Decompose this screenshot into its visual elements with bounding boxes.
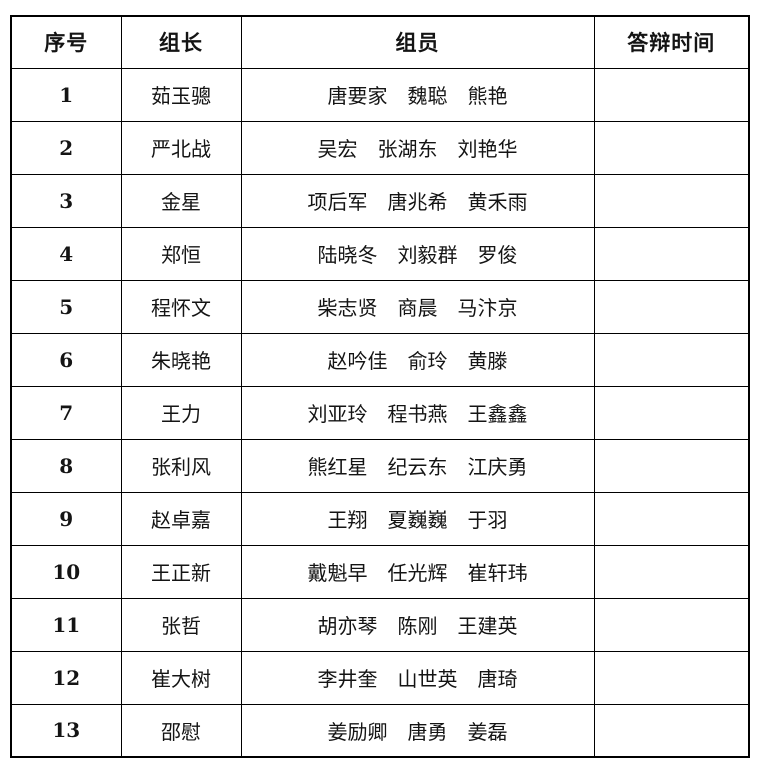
defense-time-cell bbox=[593, 650, 750, 705]
defense-time-cell bbox=[593, 173, 750, 228]
table-row: 10 王正新 戴魁早 任光辉 崔轩玮 bbox=[10, 544, 750, 599]
leader-cell: 邵慰 bbox=[120, 703, 242, 758]
defense-time-cell bbox=[593, 120, 750, 175]
members-cell: 赵吟佳 俞玲 黄滕 bbox=[240, 332, 595, 387]
table-row: 13 邵慰 姜励卿 唐勇 姜磊 bbox=[10, 703, 750, 758]
defense-time-cell bbox=[593, 544, 750, 599]
row-number-cell: 1 bbox=[10, 67, 122, 122]
members-cell: 李井奎 山世英 唐琦 bbox=[240, 650, 595, 705]
table-row: 11 张哲 胡亦琴 陈刚 王建英 bbox=[10, 597, 750, 652]
table-row: 2 严北战 吴宏 张湖东 刘艳华 bbox=[10, 120, 750, 175]
members-cell: 胡亦琴 陈刚 王建英 bbox=[240, 597, 595, 652]
row-number-cell: 4 bbox=[10, 226, 122, 281]
header-leader: 组长 bbox=[120, 15, 242, 69]
leader-cell: 严北战 bbox=[120, 120, 242, 175]
members-cell: 熊红星 纪云东 江庆勇 bbox=[240, 438, 595, 493]
defense-time-cell bbox=[593, 438, 750, 493]
members-cell: 吴宏 张湖东 刘艳华 bbox=[240, 120, 595, 175]
defense-time-cell bbox=[593, 597, 750, 652]
members-cell: 王翔 夏巍巍 于羽 bbox=[240, 491, 595, 546]
leader-cell: 崔大树 bbox=[120, 650, 242, 705]
members-cell: 刘亚玲 程书燕 王鑫鑫 bbox=[240, 385, 595, 440]
row-number-cell: 8 bbox=[10, 438, 122, 493]
defense-time-cell bbox=[593, 703, 750, 758]
leader-cell: 朱晓艳 bbox=[120, 332, 242, 387]
table-row: 7 王力 刘亚玲 程书燕 王鑫鑫 bbox=[10, 385, 750, 440]
table-row: 9 赵卓嘉 王翔 夏巍巍 于羽 bbox=[10, 491, 750, 546]
defense-schedule-table: 序号 组长 组员 答辩时间 1 茹玉骢 唐要家 魏聪 熊艳 2 严北战 吴宏 张… bbox=[10, 15, 750, 758]
table-row: 12 崔大树 李井奎 山世英 唐琦 bbox=[10, 650, 750, 705]
table-row: 5 程怀文 柴志贤 商晨 马汴京 bbox=[10, 279, 750, 334]
members-cell: 姜励卿 唐勇 姜磊 bbox=[240, 703, 595, 758]
leader-cell: 茹玉骢 bbox=[120, 67, 242, 122]
members-cell: 戴魁早 任光辉 崔轩玮 bbox=[240, 544, 595, 599]
leader-cell: 王力 bbox=[120, 385, 242, 440]
row-number-cell: 10 bbox=[10, 544, 122, 599]
defense-time-cell bbox=[593, 332, 750, 387]
row-number-cell: 9 bbox=[10, 491, 122, 546]
leader-cell: 王正新 bbox=[120, 544, 242, 599]
row-number-cell: 3 bbox=[10, 173, 122, 228]
defense-time-cell bbox=[593, 385, 750, 440]
row-number-cell: 6 bbox=[10, 332, 122, 387]
table-row: 8 张利风 熊红星 纪云东 江庆勇 bbox=[10, 438, 750, 493]
defense-time-cell bbox=[593, 67, 750, 122]
defense-time-cell bbox=[593, 226, 750, 281]
members-cell: 柴志贤 商晨 马汴京 bbox=[240, 279, 595, 334]
leader-cell: 张利风 bbox=[120, 438, 242, 493]
row-number-cell: 2 bbox=[10, 120, 122, 175]
defense-time-cell bbox=[593, 279, 750, 334]
table-row: 1 茹玉骢 唐要家 魏聪 熊艳 bbox=[10, 67, 750, 122]
defense-time-cell bbox=[593, 491, 750, 546]
leader-cell: 张哲 bbox=[120, 597, 242, 652]
row-number-cell: 12 bbox=[10, 650, 122, 705]
members-cell: 唐要家 魏聪 熊艳 bbox=[240, 67, 595, 122]
row-number-cell: 5 bbox=[10, 279, 122, 334]
header-members: 组员 bbox=[240, 15, 595, 69]
leader-cell: 程怀文 bbox=[120, 279, 242, 334]
leader-cell: 郑恒 bbox=[120, 226, 242, 281]
row-number-cell: 7 bbox=[10, 385, 122, 440]
members-cell: 陆晓冬 刘毅群 罗俊 bbox=[240, 226, 595, 281]
table-row: 3 金星 项后军 唐兆希 黄禾雨 bbox=[10, 173, 750, 228]
table-body: 1 茹玉骢 唐要家 魏聪 熊艳 2 严北战 吴宏 张湖东 刘艳华 3 金星 项后… bbox=[10, 67, 750, 758]
table-row: 4 郑恒 陆晓冬 刘毅群 罗俊 bbox=[10, 226, 750, 281]
header-row: 序号 组长 组员 答辩时间 bbox=[10, 15, 750, 69]
table-row: 6 朱晓艳 赵吟佳 俞玲 黄滕 bbox=[10, 332, 750, 387]
header-index: 序号 bbox=[10, 15, 122, 69]
row-number-cell: 11 bbox=[10, 597, 122, 652]
members-cell: 项后军 唐兆希 黄禾雨 bbox=[240, 173, 595, 228]
leader-cell: 金星 bbox=[120, 173, 242, 228]
header-defense-time: 答辩时间 bbox=[593, 15, 750, 69]
row-number-cell: 13 bbox=[10, 703, 122, 758]
leader-cell: 赵卓嘉 bbox=[120, 491, 242, 546]
